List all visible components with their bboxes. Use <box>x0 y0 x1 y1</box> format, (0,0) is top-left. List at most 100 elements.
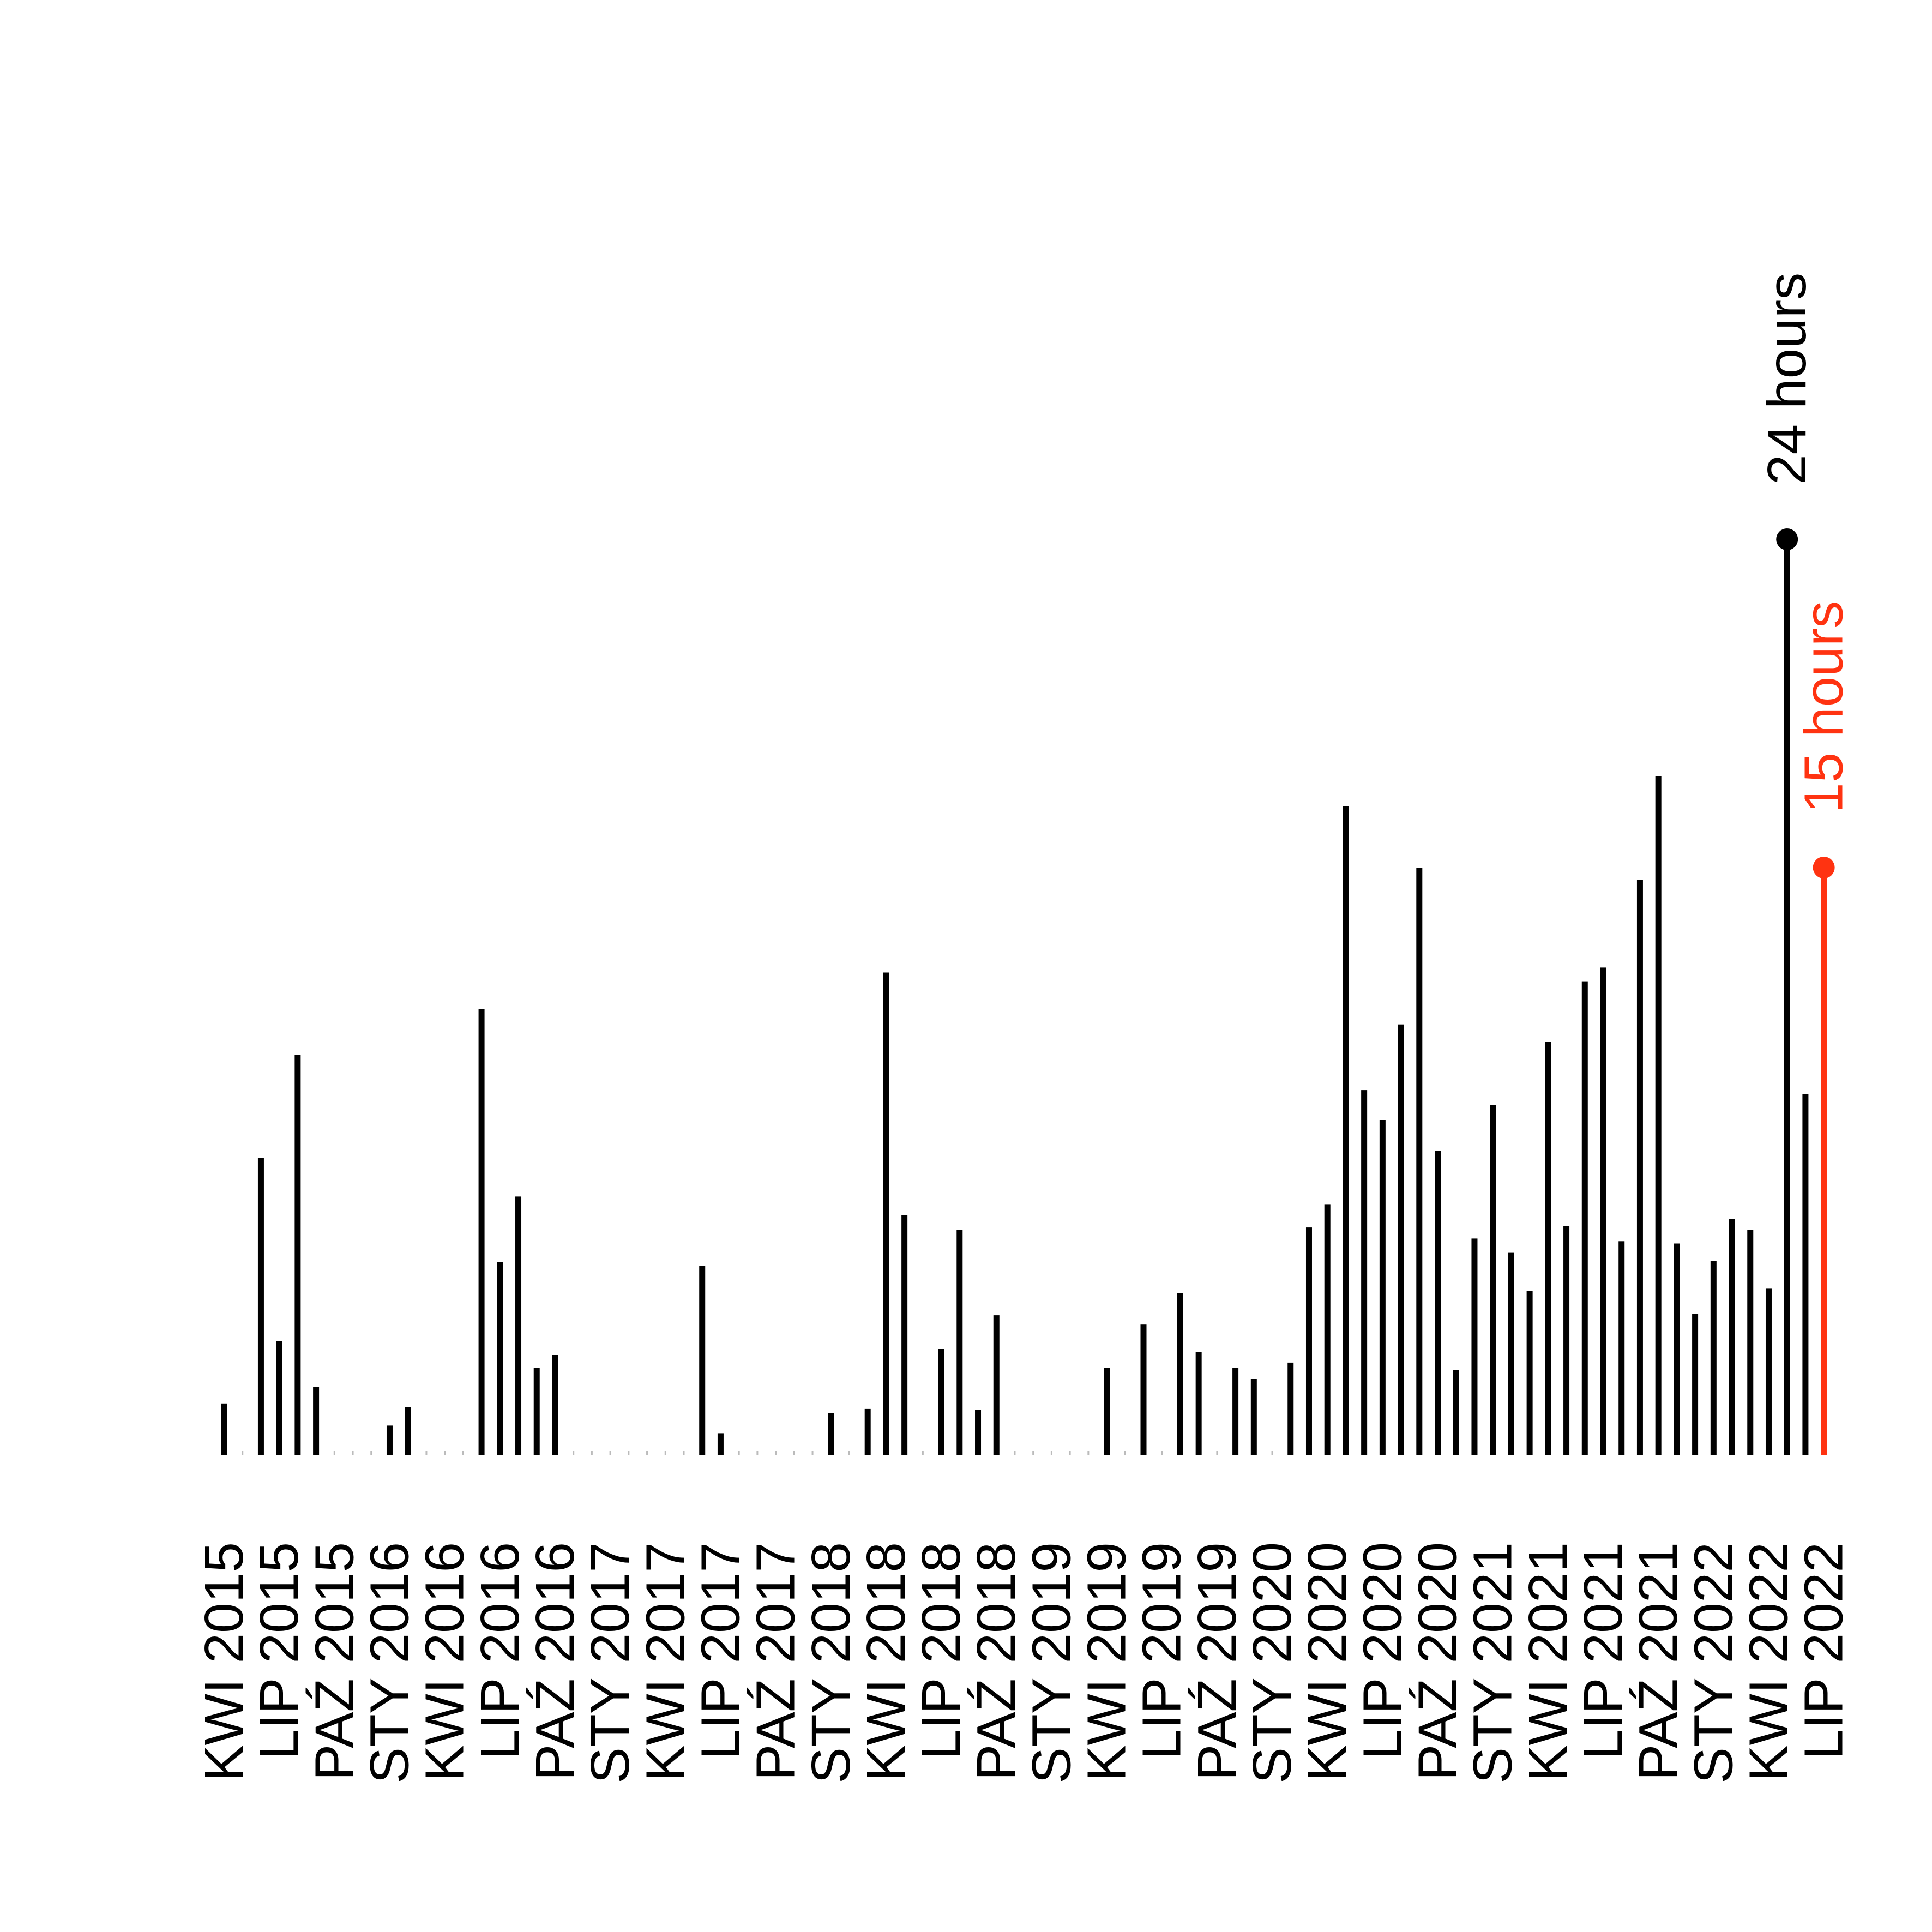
bar <box>1784 539 1790 1455</box>
x-tick-label: LIP 2018 <box>911 1542 972 1760</box>
zero-mark <box>242 1451 244 1455</box>
bar <box>552 1355 558 1455</box>
x-tick-label: PAŹ 2017 <box>745 1542 806 1780</box>
bar <box>405 1407 411 1455</box>
zero-mark <box>1050 1451 1052 1455</box>
bar <box>533 1368 540 1455</box>
bar <box>276 1341 282 1455</box>
bar <box>864 1408 871 1455</box>
bar <box>1729 1219 1735 1455</box>
zero-mark <box>609 1451 611 1455</box>
bar <box>1250 1379 1257 1455</box>
x-tick-label: STY 2022 <box>1683 1542 1744 1784</box>
bar <box>1545 1042 1551 1455</box>
zero-mark <box>1271 1451 1273 1455</box>
bar <box>1674 1243 1680 1455</box>
x-tick-label: KWI 2015 <box>194 1542 255 1781</box>
zero-mark <box>664 1451 666 1455</box>
bar <box>1765 1288 1772 1455</box>
bar <box>1821 868 1827 1455</box>
zero-mark <box>646 1451 648 1455</box>
value-dot <box>1776 528 1798 550</box>
zero-mark <box>370 1451 372 1455</box>
bar <box>1453 1370 1459 1455</box>
zero-mark <box>1014 1451 1016 1455</box>
bar <box>1398 1024 1404 1455</box>
bar <box>901 1215 908 1455</box>
bar <box>699 1266 706 1455</box>
x-tick-label: KWI 2021 <box>1518 1542 1579 1781</box>
zero-mark <box>1087 1451 1090 1455</box>
x-tick-label: PAŹ 2018 <box>966 1542 1027 1780</box>
bar <box>1379 1120 1386 1455</box>
bar <box>1343 806 1349 1455</box>
zero-mark <box>1124 1451 1126 1455</box>
value-dot <box>1813 857 1835 878</box>
bar <box>1802 1094 1809 1455</box>
bar <box>1655 776 1662 1455</box>
bar <box>1710 1261 1717 1455</box>
bar <box>1618 1241 1625 1455</box>
bar <box>1104 1368 1110 1455</box>
value-label: 15 hours <box>1793 601 1855 813</box>
bar <box>956 1230 963 1455</box>
zero-mark <box>811 1451 814 1455</box>
bar <box>1361 1090 1368 1455</box>
zero-mark <box>1032 1451 1034 1455</box>
bar <box>1140 1324 1147 1455</box>
bar <box>1471 1238 1478 1455</box>
bar <box>1490 1105 1496 1455</box>
x-tick-label: LIP 2015 <box>249 1542 310 1760</box>
x-tick-label: LIP 2016 <box>470 1542 531 1760</box>
x-tick-label: STY 2020 <box>1242 1542 1303 1784</box>
bar <box>1692 1314 1699 1455</box>
bar <box>478 1009 485 1455</box>
x-tick-label: KWI 2017 <box>635 1542 696 1781</box>
zero-mark <box>1216 1451 1218 1455</box>
x-tick-label: STY 2019 <box>1021 1542 1082 1784</box>
bar <box>1232 1368 1239 1455</box>
bar <box>221 1403 227 1455</box>
x-tick-label: KWI 2022 <box>1738 1542 1799 1781</box>
bar <box>515 1196 522 1455</box>
x-tick-label: LIP 2019 <box>1131 1542 1193 1760</box>
zero-mark <box>756 1451 759 1455</box>
zero-mark <box>573 1451 575 1455</box>
bar <box>1177 1293 1183 1455</box>
bar <box>1305 1227 1312 1455</box>
bar <box>883 972 889 1455</box>
x-tick-label: LIP 2020 <box>1352 1542 1413 1760</box>
x-tick-label: KWI 2018 <box>856 1542 917 1781</box>
zero-mark <box>591 1451 593 1455</box>
x-tick-label: PAŹ 2019 <box>1187 1542 1248 1780</box>
x-tick-label: PAŹ 2015 <box>304 1542 365 1780</box>
zero-mark <box>333 1451 335 1455</box>
bar <box>828 1413 834 1455</box>
zero-mark <box>444 1451 446 1455</box>
bar <box>975 1410 982 1455</box>
bar <box>313 1387 320 1455</box>
bar <box>717 1433 724 1455</box>
x-tick-label: LIP 2022 <box>1793 1542 1855 1760</box>
bar <box>1508 1252 1514 1455</box>
zero-mark <box>462 1451 464 1455</box>
bar <box>1747 1230 1754 1455</box>
bar <box>386 1425 393 1455</box>
bar <box>257 1158 264 1455</box>
bar <box>1416 868 1423 1455</box>
x-tick-label: PAŹ 2016 <box>525 1542 586 1780</box>
bar <box>1195 1352 1202 1455</box>
bar <box>1526 1291 1533 1455</box>
bar <box>938 1349 944 1455</box>
x-tick-label: LIP 2021 <box>1573 1542 1634 1760</box>
zero-mark <box>352 1451 354 1455</box>
bar <box>294 1055 301 1455</box>
x-tick-label: KWI 2020 <box>1297 1542 1358 1781</box>
x-tick-label: KWI 2019 <box>1076 1542 1137 1781</box>
zero-mark <box>628 1451 630 1455</box>
bar <box>497 1262 503 1455</box>
zero-mark <box>425 1451 428 1455</box>
x-tick-label: STY 2021 <box>1462 1542 1524 1784</box>
x-tick-label: KWI 2016 <box>414 1542 476 1781</box>
